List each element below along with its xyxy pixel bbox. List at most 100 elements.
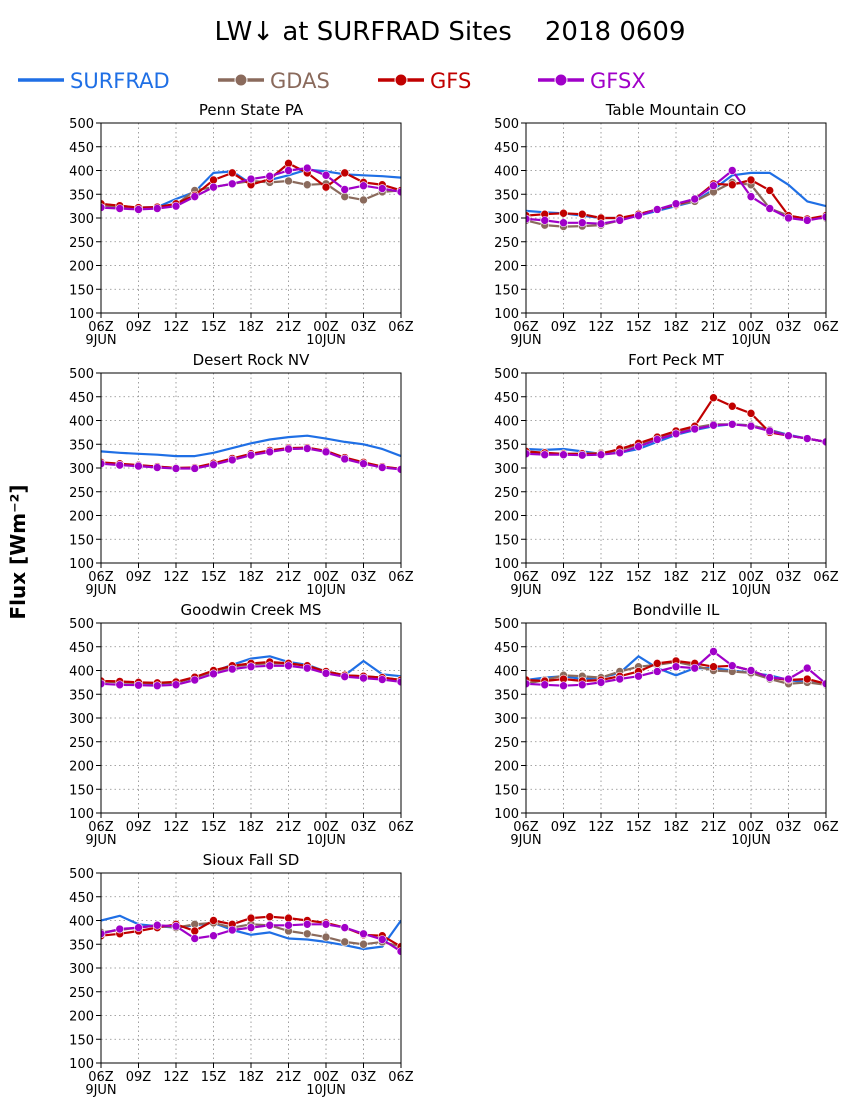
x-tick-label: 06Z — [88, 570, 114, 585]
point-gfs — [746, 409, 756, 418]
point-gfsx — [596, 678, 606, 687]
y-tick-label: 500 — [69, 617, 94, 632]
point-gfs — [340, 168, 350, 178]
point-gfsx — [540, 680, 550, 690]
point-gfsx — [265, 920, 275, 930]
point-gfsx — [152, 920, 162, 930]
x-date-label: 9JUN — [510, 583, 541, 598]
point-gfsx — [652, 435, 662, 444]
point-gfsx — [209, 669, 218, 679]
plot-frame — [525, 122, 827, 314]
point-gfsx — [577, 218, 587, 228]
legend-label: GFS — [430, 69, 471, 93]
x-date-label: 10JUN — [306, 833, 346, 848]
point-gfsx — [171, 680, 181, 690]
x-tick-label: 06Z — [388, 570, 414, 585]
point-gfsx — [802, 434, 812, 443]
y-tick-label: 150 — [69, 783, 94, 798]
panel-bondville-il: Bondville IL 100 150 200 250 300 350 400 450 500 0… — [494, 601, 839, 848]
panel-title: Sioux Fall SD — [203, 851, 300, 869]
x-tick-label: 09Z — [551, 820, 577, 835]
y-tick-label: 250 — [494, 736, 519, 751]
point-gfsx — [559, 218, 568, 228]
grid — [526, 623, 826, 813]
x-tick-label: 12Z — [163, 320, 189, 335]
series-group — [526, 647, 826, 691]
point-gfsx — [246, 923, 256, 932]
y-tick-label: 250 — [69, 736, 94, 751]
point-gfsx — [396, 187, 401, 197]
y-tick-label: 350 — [69, 188, 94, 203]
point-gfsx — [359, 929, 368, 939]
x-tick-label: 21Z — [701, 320, 727, 335]
point-gfsx — [784, 431, 793, 441]
point-gfsx — [709, 420, 718, 430]
point-gfsx — [134, 205, 143, 214]
x-tick-label: 06Z — [388, 820, 414, 835]
x-tick-label: 09Z — [126, 1070, 152, 1085]
point-gfsx — [134, 680, 143, 690]
point-gfsx — [526, 214, 531, 224]
point-gfsx — [727, 419, 737, 429]
x-date-label: 9JUN — [510, 333, 541, 348]
point-gfsx — [596, 450, 606, 460]
legend-label: GDAS — [270, 69, 330, 93]
y-tick-label: 350 — [69, 938, 94, 953]
point-gfsx — [340, 923, 350, 932]
point-gfsx — [152, 204, 162, 213]
x-tick-label: 09Z — [551, 320, 577, 335]
y-tick-label: 150 — [69, 533, 94, 548]
point-gfs — [246, 913, 256, 923]
point-gfsx — [377, 935, 387, 944]
series-group — [101, 655, 401, 691]
point-gfsx — [209, 182, 218, 192]
point-gfsx — [101, 459, 106, 469]
x-tick-label: 00Z — [313, 570, 339, 585]
point-gfsx — [765, 204, 775, 213]
x-tick-label: 00Z — [738, 820, 764, 835]
point-gfsx — [115, 680, 125, 690]
x-date-label: 9JUN — [510, 833, 541, 848]
point-gfsx — [340, 672, 350, 681]
point-gfsx — [284, 661, 293, 671]
x-tick-label: 06Z — [88, 320, 114, 335]
point-gdas — [302, 180, 312, 190]
y-tick-label: 450 — [69, 141, 94, 156]
point-gfsx — [302, 919, 312, 929]
plot-frame — [525, 372, 827, 564]
point-gfsx — [396, 677, 401, 687]
point-gdas — [359, 195, 368, 205]
y-tick-label: 400 — [494, 415, 519, 430]
y-tick-label: 250 — [69, 486, 94, 501]
plot-frame — [525, 622, 827, 814]
y-tick-label: 450 — [494, 641, 519, 656]
y-tick-label: 200 — [69, 260, 94, 275]
point-gfs — [765, 186, 775, 195]
point-gfsx — [821, 437, 826, 447]
y-tick-label: 200 — [494, 260, 519, 275]
y-tick-label: 300 — [494, 462, 519, 477]
y-tick-label: 250 — [494, 236, 519, 251]
y-tick-label: 200 — [494, 510, 519, 525]
panel-title: Table Mountain CO — [605, 101, 747, 119]
point-gfsx — [634, 671, 643, 681]
x-tick-label: 06Z — [513, 570, 539, 585]
point-gfs — [577, 209, 587, 219]
point-gfsx — [746, 192, 756, 201]
legend-marker — [554, 73, 568, 87]
point-gfs — [209, 175, 218, 185]
point-gfsx — [115, 204, 125, 213]
point-gfsx — [227, 925, 237, 935]
point-gfsx — [540, 450, 550, 460]
x-tick-label: 06Z — [513, 320, 539, 335]
point-gfsx — [340, 454, 350, 464]
x-tick-label: 15Z — [626, 320, 652, 335]
x-tick-label: 12Z — [588, 820, 614, 835]
point-gfsx — [340, 185, 350, 194]
x-tick-label: 15Z — [201, 320, 227, 335]
point-gfsx — [377, 463, 387, 472]
point-gfsx — [821, 679, 826, 689]
panel-desert-rock-nv: Desert Rock NV 100 150 200 250 300 350 400 450 50… — [69, 351, 414, 598]
point-gfsx — [115, 460, 125, 470]
y-tick-label: 100 — [494, 307, 519, 322]
